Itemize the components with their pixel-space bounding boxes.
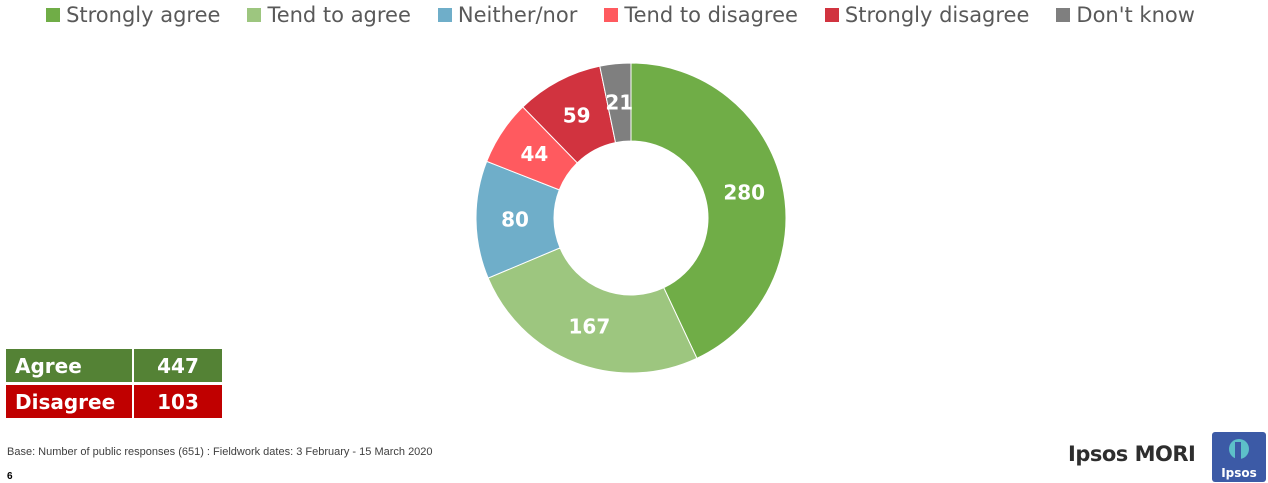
legend-swatch-3 bbox=[604, 8, 619, 22]
slice-5 bbox=[599, 62, 632, 144]
legend-swatch-0 bbox=[46, 8, 61, 22]
brand-name: Ipsos MORI bbox=[1068, 442, 1196, 466]
ipsos-logo: Ipsos bbox=[1212, 432, 1266, 482]
legend-swatch-1 bbox=[247, 8, 262, 22]
legend-label-0: Strongly agree bbox=[66, 3, 221, 27]
slice-label-1: 167 bbox=[569, 314, 611, 338]
legend-label-5: Don't know bbox=[1076, 3, 1195, 27]
logo-figure-icon bbox=[1229, 439, 1249, 460]
chart-legend: Strongly agree Tend to agree Neither/nor Te… bbox=[0, 3, 1268, 27]
legend-swatch-4 bbox=[824, 8, 839, 22]
legend-item-1: Tend to agree bbox=[247, 3, 411, 27]
logo-text: Ipsos bbox=[1221, 466, 1257, 480]
disagree-value: 103 bbox=[132, 385, 222, 418]
legend-label-4: Strongly disagree bbox=[844, 3, 1030, 27]
slice-label-3: 44 bbox=[520, 142, 548, 166]
slice-label-2: 80 bbox=[501, 207, 529, 231]
legend-swatch-2 bbox=[437, 8, 452, 22]
summary-table: Agree 447 Disagree 103 bbox=[6, 346, 222, 421]
agree-label: Agree bbox=[6, 349, 132, 382]
slice-label-0: 280 bbox=[723, 181, 765, 205]
legend-item-5: Don't know bbox=[1056, 3, 1195, 27]
summary-row-disagree: Disagree 103 bbox=[6, 385, 222, 418]
legend-item-3: Tend to disagree bbox=[604, 3, 798, 27]
legend-swatch-5 bbox=[1056, 8, 1071, 22]
legend-item-0: Strongly agree bbox=[46, 3, 220, 27]
summary-row-agree: Agree 447 bbox=[6, 349, 222, 382]
base-note: Base: Number of public responses (651) :… bbox=[7, 446, 433, 458]
slice-0 bbox=[630, 62, 787, 359]
legend-label-2: Neither/nor bbox=[457, 3, 578, 27]
page-number: 6 bbox=[7, 471, 13, 482]
agree-value: 447 bbox=[132, 349, 222, 382]
slice-label-4: 59 bbox=[563, 104, 591, 128]
legend-label-3: Tend to disagree bbox=[624, 3, 798, 27]
disagree-label: Disagree bbox=[6, 385, 132, 418]
legend-item-4: Strongly disagree bbox=[824, 3, 1030, 27]
legend-label-1: Tend to agree bbox=[267, 3, 411, 27]
slice-label-5: 21 bbox=[605, 91, 633, 115]
slice-1 bbox=[487, 247, 698, 374]
legend-item-2: Neither/nor bbox=[437, 3, 578, 27]
